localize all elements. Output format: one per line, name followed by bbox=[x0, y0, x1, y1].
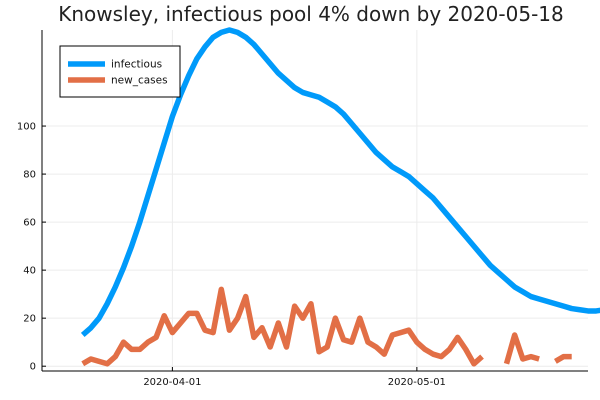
y-tick-label: 80 bbox=[23, 170, 36, 181]
chart-title: Knowsley, infectious pool 4% down by 202… bbox=[58, 2, 564, 26]
series-line-infectious bbox=[80, 27, 600, 338]
series-infectious bbox=[80, 27, 600, 338]
legend-box bbox=[59, 45, 181, 98]
y-tick-label: 40 bbox=[23, 266, 36, 277]
x-tick-label: 2020-05-01 bbox=[388, 377, 446, 388]
series-lines bbox=[80, 27, 600, 367]
series-line-new_cases bbox=[554, 353, 572, 364]
legend-label-new_cases: new_cases bbox=[111, 75, 168, 87]
series-line-new_cases bbox=[81, 286, 484, 367]
y-tick-label: 20 bbox=[23, 314, 36, 325]
axes: 0 20 40 60 80 100 2020-04-01 2020-05-01 bbox=[17, 30, 588, 388]
legend: infectious new_cases bbox=[59, 45, 181, 98]
y-tick-label: 60 bbox=[23, 218, 36, 229]
legend-label-infectious: infectious bbox=[111, 59, 162, 71]
y-tick-label: 100 bbox=[17, 122, 36, 133]
y-tick-label: 0 bbox=[30, 362, 36, 373]
series-line-new_cases bbox=[503, 332, 540, 365]
series-new_cases bbox=[81, 286, 572, 367]
x-tick-label: 2020-04-01 bbox=[143, 377, 201, 388]
